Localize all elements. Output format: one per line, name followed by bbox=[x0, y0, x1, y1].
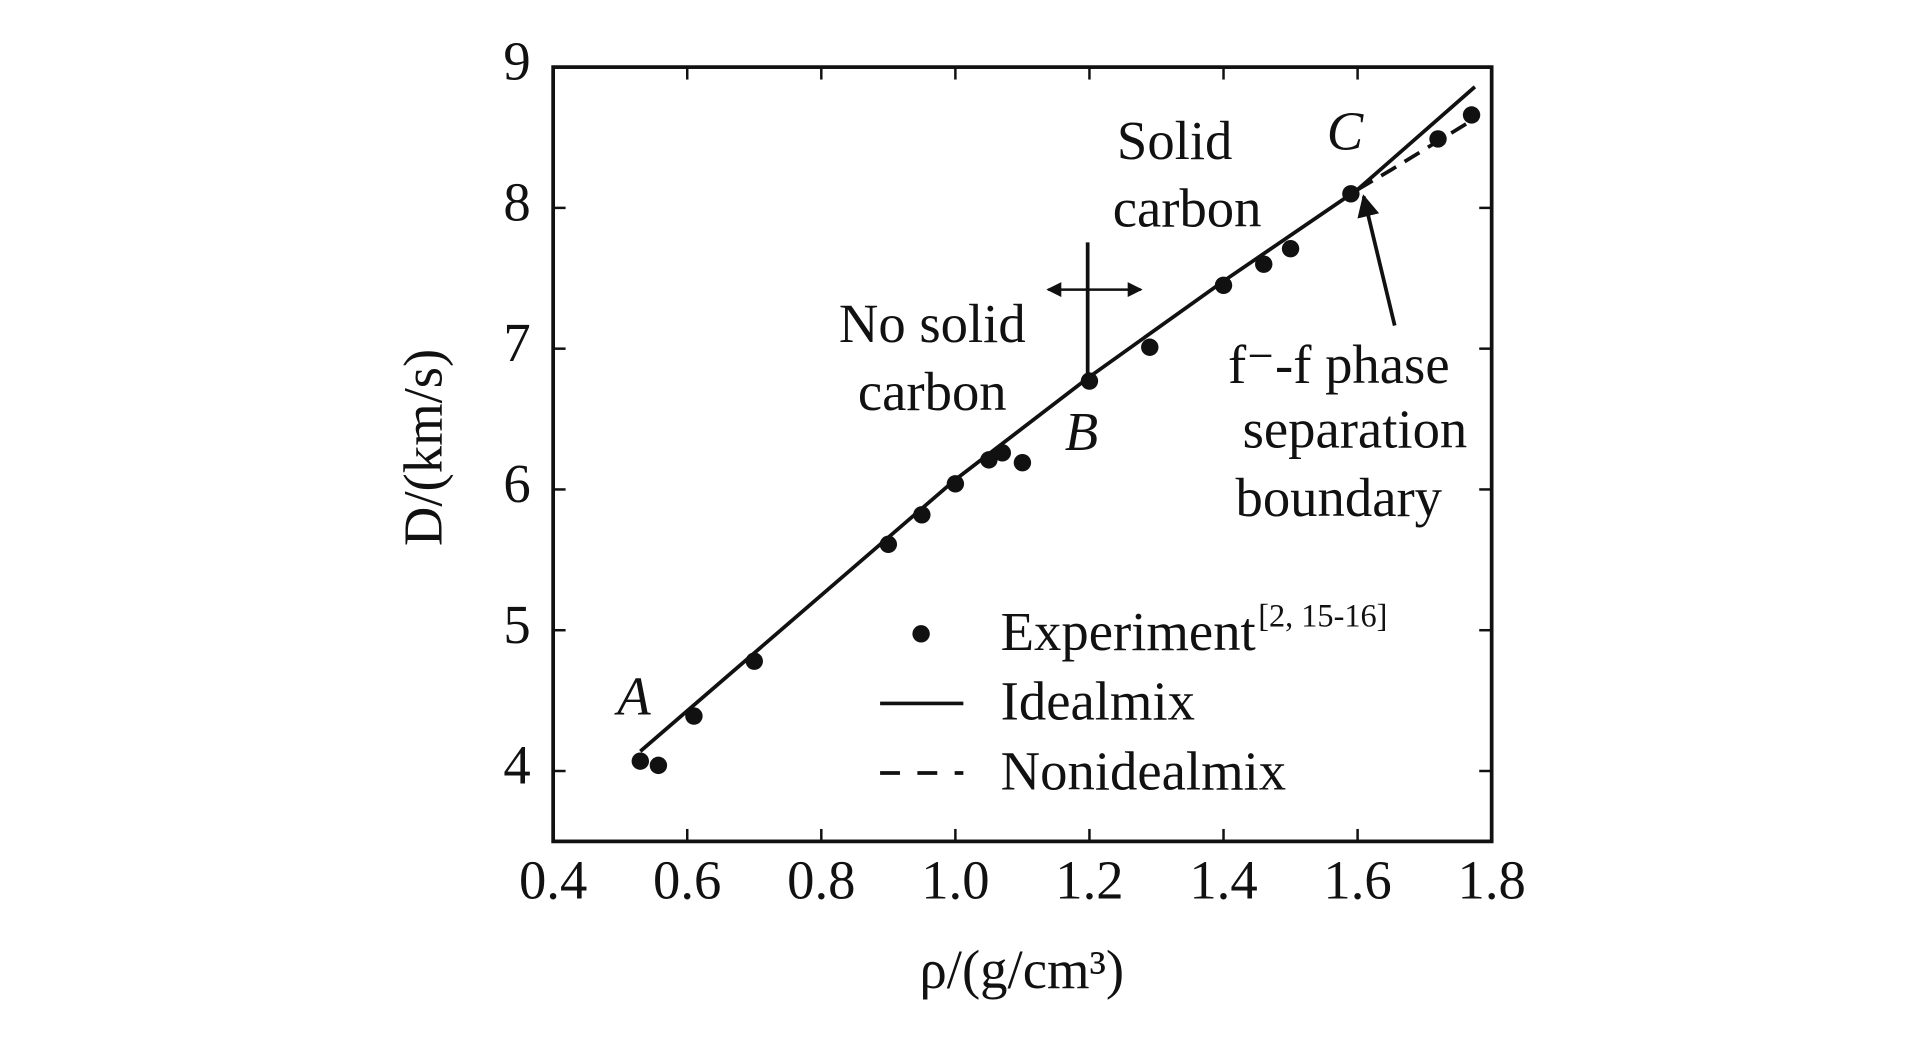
annotation: C bbox=[1327, 100, 1364, 161]
annotation: No solid bbox=[839, 293, 1026, 354]
series-line bbox=[1356, 119, 1473, 192]
y-tick-label: 4 bbox=[503, 735, 530, 796]
plot-frame bbox=[551, 65, 1494, 844]
y-tick-label: 7 bbox=[503, 312, 530, 373]
legend-label: Idealmix bbox=[1001, 671, 1195, 732]
annotation: B bbox=[1065, 401, 1098, 462]
x-axis-title: ρ/(g/cm³) bbox=[919, 939, 1124, 1000]
x-tick-label: 1.2 bbox=[1055, 850, 1123, 911]
x-tick-label: 1.6 bbox=[1323, 850, 1391, 911]
legend-reference: [2, 15-16] bbox=[1258, 597, 1387, 633]
x-tick-label: 1.0 bbox=[921, 850, 989, 911]
annotation: carbon bbox=[858, 361, 1007, 422]
legend-label: Experiment bbox=[1001, 601, 1256, 662]
annotation: f⁻-f phase bbox=[1228, 334, 1450, 395]
data-point bbox=[685, 707, 703, 725]
series-line bbox=[639, 85, 1477, 753]
y-axis-title: D/(km/s) bbox=[392, 349, 453, 546]
legend-label: Nonidealmix bbox=[1001, 740, 1286, 801]
y-tick-label: 5 bbox=[503, 594, 530, 655]
data-point bbox=[1255, 255, 1273, 273]
data-point bbox=[1281, 240, 1300, 258]
x-tick-label: 1.8 bbox=[1457, 850, 1525, 911]
x-tick-label: 0.8 bbox=[787, 850, 855, 911]
y-tick-label: 8 bbox=[503, 171, 530, 232]
data-point bbox=[1141, 338, 1159, 356]
annotation: A bbox=[614, 666, 651, 727]
data-point bbox=[1462, 106, 1481, 124]
annotation: Solid bbox=[1117, 110, 1232, 171]
annotation: carbon bbox=[1113, 177, 1262, 238]
y-tick-label: 9 bbox=[503, 31, 530, 92]
data-point bbox=[1013, 453, 1032, 472]
data-point bbox=[1214, 276, 1233, 295]
data-point bbox=[1080, 372, 1099, 390]
x-tick-label: 1.4 bbox=[1189, 850, 1257, 911]
x-tick-label: 0.6 bbox=[653, 850, 721, 911]
annotation: separation bbox=[1243, 399, 1468, 460]
x-tick-label: 0.4 bbox=[519, 850, 587, 911]
data-point bbox=[946, 475, 965, 493]
annotation: boundary bbox=[1236, 467, 1443, 528]
data-point bbox=[631, 752, 650, 770]
y-tick-label: 6 bbox=[503, 453, 530, 514]
legend-marker bbox=[912, 625, 930, 643]
pointer-arrow bbox=[1357, 194, 1397, 327]
data-point bbox=[649, 756, 668, 775]
